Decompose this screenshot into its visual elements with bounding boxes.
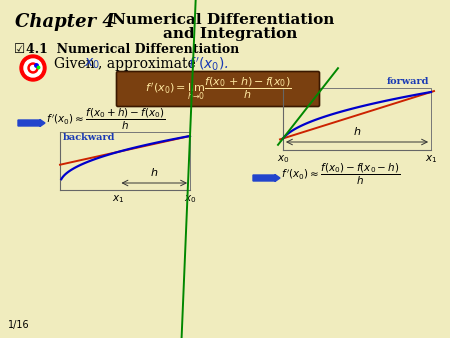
- Text: $f\,'(x_0) \approx \dfrac{f(x_0+h)-f(x_0)}{h}$: $f\,'(x_0) \approx \dfrac{f(x_0+h)-f(x_0…: [46, 106, 165, 131]
- Text: , approximate: , approximate: [98, 57, 200, 71]
- FancyBboxPatch shape: [117, 72, 320, 106]
- Text: and Integration: and Integration: [163, 27, 297, 41]
- Text: ☑: ☑: [14, 43, 25, 56]
- Text: 1/16: 1/16: [8, 320, 30, 330]
- Text: $x_0$: $x_0$: [277, 153, 289, 165]
- Circle shape: [28, 63, 38, 73]
- Text: Given: Given: [54, 57, 99, 71]
- Text: Chapter 4: Chapter 4: [15, 13, 115, 31]
- FancyArrow shape: [18, 120, 45, 126]
- Text: Numerical Differentiation: Numerical Differentiation: [112, 13, 334, 27]
- Circle shape: [20, 55, 46, 81]
- Text: $x_0$: $x_0$: [184, 193, 196, 205]
- Text: $f\,'(x_0) \approx \dfrac{f(x_0)-f(x_0-h)}{h}$: $f\,'(x_0) \approx \dfrac{f(x_0)-f(x_0-h…: [281, 161, 400, 187]
- Text: $f\,'(x_0)$.: $f\,'(x_0)$.: [188, 55, 229, 73]
- Text: $x_1$: $x_1$: [425, 153, 437, 165]
- Text: backward: backward: [63, 133, 116, 142]
- Text: $f\,'(x_0) = \lim_{h\to 0}\dfrac{f(x_0+h)-f(x_0)}{h}$: $f\,'(x_0) = \lim_{h\to 0}\dfrac{f(x_0+h…: [145, 76, 291, 102]
- Bar: [60, 132, 190, 190]
- Circle shape: [24, 59, 42, 77]
- FancyArrow shape: [253, 174, 280, 182]
- Circle shape: [31, 66, 36, 71]
- Text: $h$: $h$: [150, 166, 158, 178]
- Text: $h$: $h$: [353, 125, 361, 137]
- Text: $x_0$: $x_0$: [84, 57, 100, 71]
- Text: forward: forward: [387, 77, 429, 86]
- Bar: [283, 88, 431, 150]
- Text: 4.1  Numerical Differentiation: 4.1 Numerical Differentiation: [26, 43, 239, 56]
- Text: $x_1$: $x_1$: [112, 193, 125, 205]
